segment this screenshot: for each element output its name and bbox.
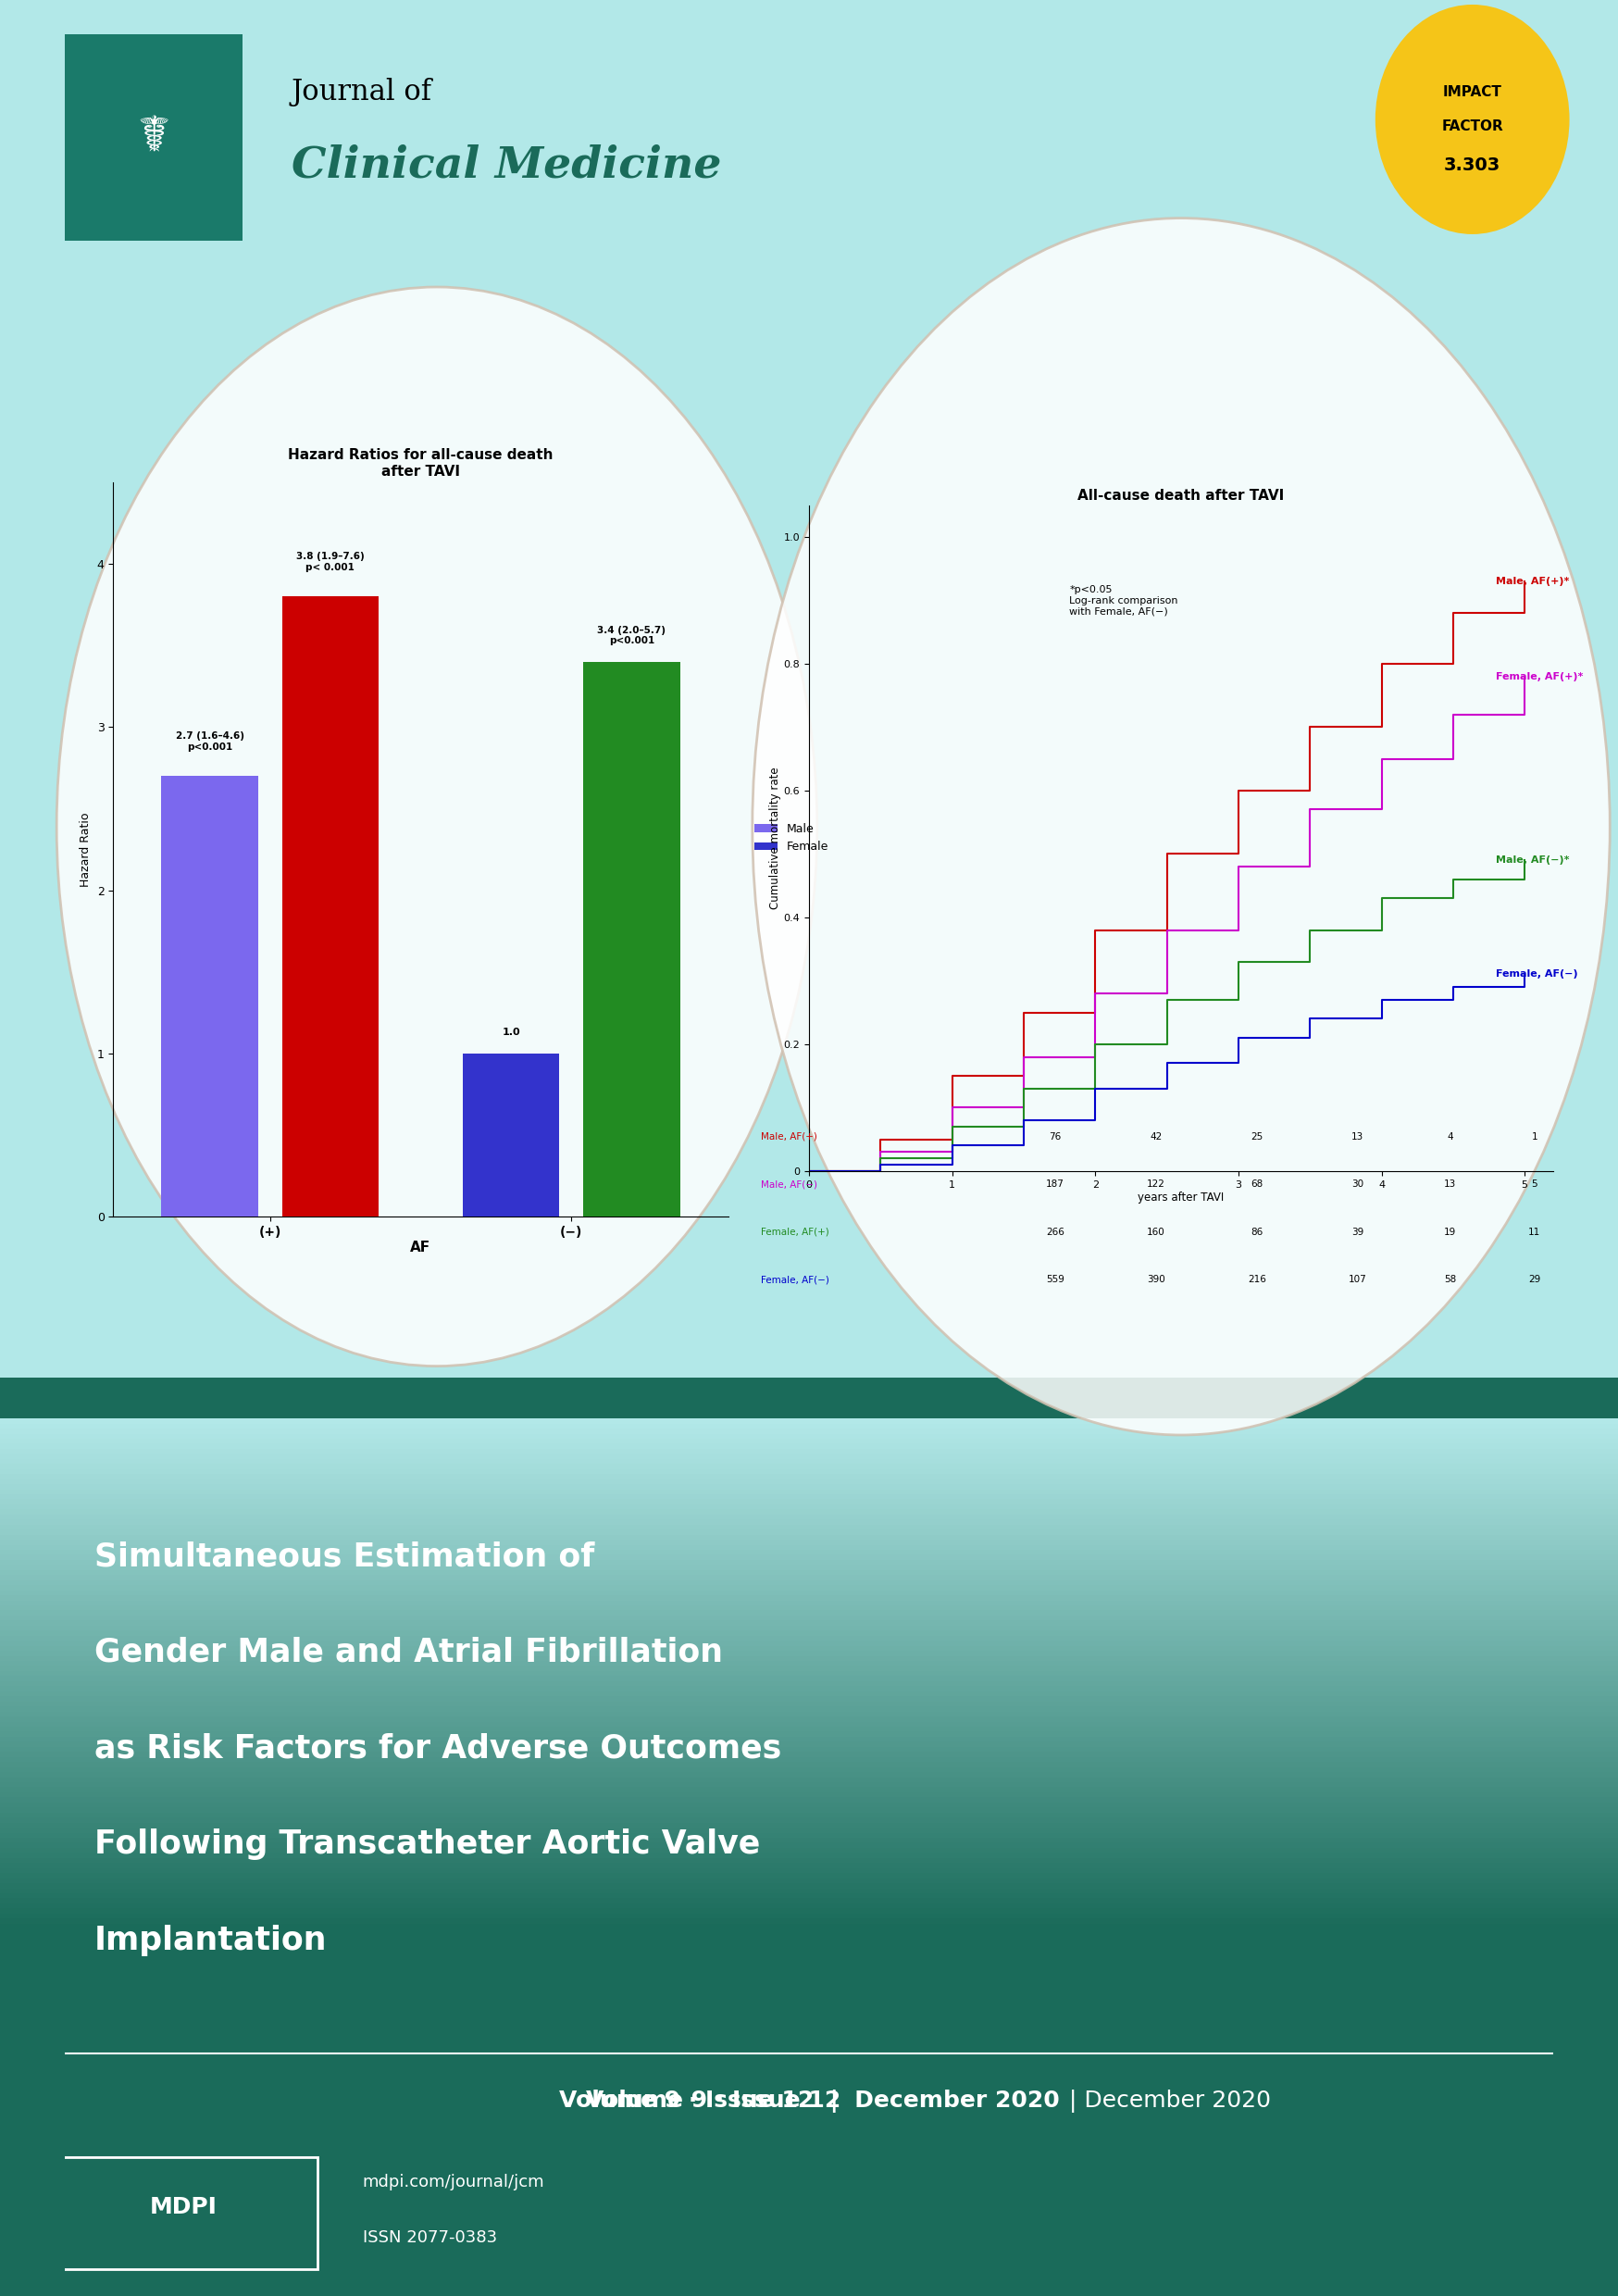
X-axis label: AF: AF [411, 1240, 430, 1254]
Bar [0, 1469, 1618, 1474]
Bar [0, 1515, 1618, 1520]
Text: 19: 19 [1445, 1228, 1456, 1238]
Female, AF(+)* [1514, 664, 1534, 691]
Bar [0, 1752, 1618, 1756]
Bar [0, 1554, 1618, 1559]
Female, AF(+)* [1157, 916, 1176, 944]
Bar [0, 1520, 1618, 1525]
Y-axis label: Cumulative mortality rate: Cumulative mortality rate [769, 767, 781, 909]
Text: 13: 13 [1351, 1132, 1364, 1141]
Bar [0, 1570, 1618, 1575]
Bar [0, 1919, 1618, 1924]
Bar [0, 1862, 1618, 1869]
Text: 3.8 (1.9–7.6)
p< 0.001: 3.8 (1.9–7.6) p< 0.001 [296, 551, 364, 572]
Bar [0, 1761, 1618, 1768]
Bar [0, 1717, 1618, 1722]
Bar [0, 1878, 1618, 1883]
Bar [0, 1793, 1618, 1798]
Text: | December 2020: | December 2020 [1061, 2089, 1272, 2112]
Text: ☤: ☤ [138, 115, 170, 161]
Bar [0, 1566, 1618, 1570]
Text: 86: 86 [1251, 1228, 1264, 1238]
Bar [0, 1899, 1618, 1903]
Bar [162, 776, 257, 1217]
Text: 3.4 (2.0–5.7)
p<0.001: 3.4 (2.0–5.7) p<0.001 [597, 625, 667, 645]
Male, AF(+)* [1301, 714, 1320, 742]
Text: 3.303: 3.303 [1443, 156, 1502, 174]
Male, AF(−)* [799, 1157, 819, 1185]
Bar [0, 1444, 1618, 1449]
Bar [0, 1786, 1618, 1793]
Female, AF(−) [1514, 960, 1534, 987]
Text: Volume 9 · Issue 12  |  December 2020: Volume 9 · Issue 12 | December 2020 [558, 2089, 1060, 2112]
Bar [0, 1630, 1618, 1635]
Male, AF(−)* [942, 1114, 961, 1141]
Bar [0, 1802, 1618, 1807]
Text: Clinical Medicine: Clinical Medicine [291, 145, 722, 186]
Bar [0, 1495, 1618, 1499]
Bar [0, 1782, 1618, 1786]
Text: Female, AF(+)*: Female, AF(+)* [1497, 673, 1584, 682]
Bar [0, 1731, 1618, 1736]
Title: All-cause death after TAVI: All-cause death after TAVI [1078, 489, 1285, 503]
Bar [0, 1419, 1618, 1424]
Bar [0, 1465, 1618, 1469]
Text: MDPI: MDPI [150, 2197, 217, 2218]
Text: 25: 25 [1251, 1132, 1264, 1141]
Bar [0, 1642, 1618, 1646]
Line: Female, AF(+)*: Female, AF(+)* [809, 677, 1524, 1171]
Bar [0, 1812, 1618, 1818]
Female, AF(−) [1086, 1075, 1105, 1102]
Female, AF(+)* [1372, 744, 1391, 771]
Bar [0, 1828, 1618, 1832]
Bar [0, 1545, 1618, 1550]
Bar [0, 1853, 1618, 1857]
Bar [0, 1616, 1618, 1621]
Female, AF(−) [870, 1150, 890, 1178]
Male, AF(−)* [1514, 847, 1534, 875]
Female, AF(−) [799, 1157, 819, 1185]
Bar [0, 1483, 1618, 1490]
Bar [0, 1844, 1618, 1848]
Text: Male, AF(+)*: Male, AF(+)* [1497, 576, 1569, 585]
Bar [0, 1913, 1618, 1919]
Bar [0, 1832, 1618, 1837]
Bar [0, 1651, 1618, 1655]
Female, AF(+)* [1014, 1042, 1034, 1070]
Male, AF(+)* [942, 1063, 961, 1091]
Text: Female, AF(+): Female, AF(+) [760, 1228, 828, 1238]
FancyBboxPatch shape [0, 0, 1618, 1424]
FancyBboxPatch shape [65, 34, 243, 241]
Bar [0, 1768, 1618, 1773]
Female, AF(−) [1443, 974, 1463, 1001]
Male, AF(−)* [1157, 985, 1176, 1013]
Bar [0, 1453, 1618, 1458]
Bar [0, 1894, 1618, 1899]
Ellipse shape [1375, 5, 1569, 234]
Text: 2.7 (1.6–4.6)
p<0.001: 2.7 (1.6–4.6) p<0.001 [175, 732, 244, 751]
Bar [0, 1626, 1618, 1630]
Bar [0, 1580, 1618, 1584]
Male, AF(+)* [1443, 599, 1463, 627]
Line: Male, AF(−)*: Male, AF(−)* [809, 861, 1524, 1171]
Text: 266: 266 [1045, 1228, 1065, 1238]
Bar [0, 1908, 1618, 1913]
Text: 559: 559 [1045, 1274, 1065, 1283]
Text: 76: 76 [1048, 1132, 1061, 1141]
Text: 390: 390 [1147, 1274, 1165, 1283]
Text: ISSN 2077-0383: ISSN 2077-0383 [362, 2229, 497, 2245]
Bar [0, 1424, 1618, 1428]
Text: FACTOR: FACTOR [1442, 119, 1503, 133]
Bar [0, 1722, 1618, 1727]
Bar [0, 1534, 1618, 1541]
Male, AF(−)* [1372, 884, 1391, 912]
Text: *p<0.05
Log-rank comparison
with Female, AF(−): *p<0.05 Log-rank comparison with Female,… [1069, 585, 1178, 615]
Bar [0, 1550, 1618, 1554]
Bar [0, 1711, 1618, 1717]
Male, AF(+)* [870, 1125, 890, 1153]
Male, AF(+)* [1372, 650, 1391, 677]
Text: 39: 39 [1351, 1228, 1364, 1238]
Text: Simultaneous Estimation of: Simultaneous Estimation of [94, 1541, 595, 1573]
Bar [0, 1697, 1618, 1701]
Bar [0, 1449, 1618, 1453]
